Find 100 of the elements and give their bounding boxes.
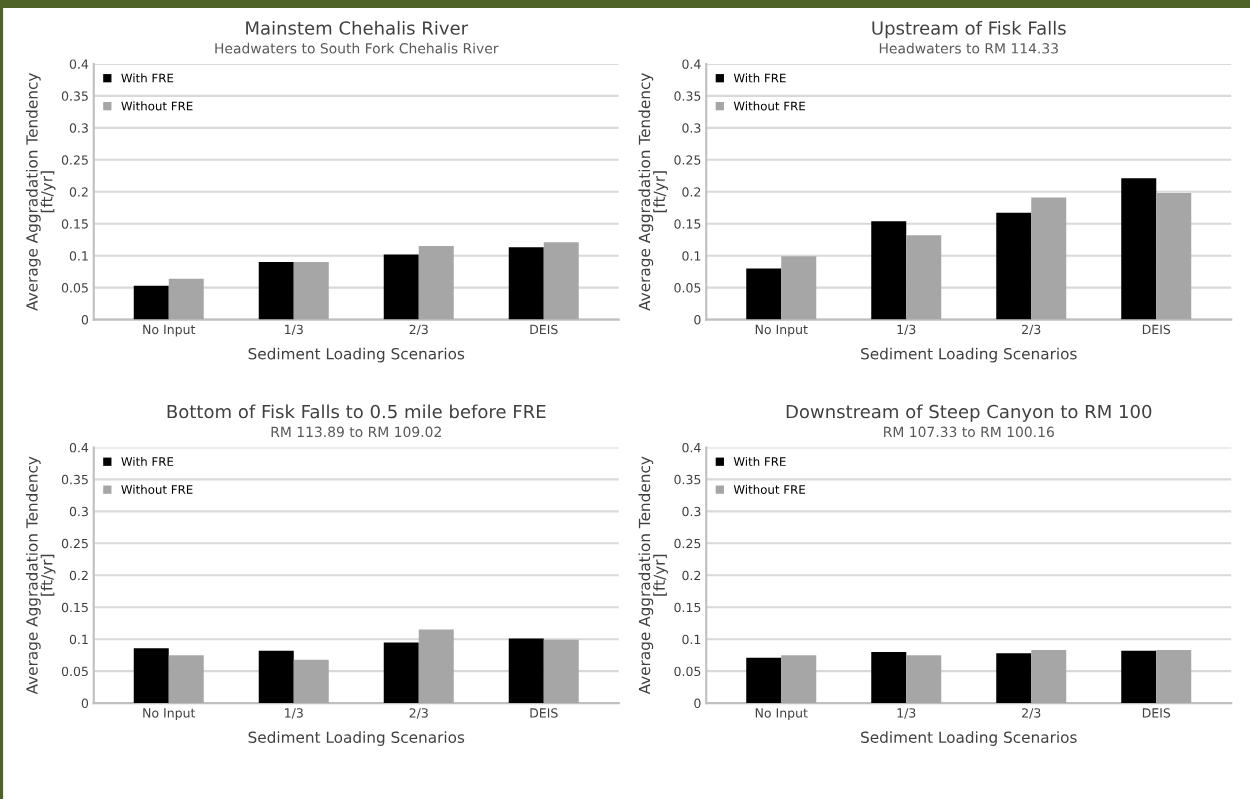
x-tick-label: DEIS: [1142, 324, 1171, 335]
x-tick-label: 2/3: [1022, 324, 1041, 336]
y-tick-label: 0.4: [69, 442, 89, 453]
y-tick-label: 0.05: [674, 666, 701, 677]
y-axis-title: Average Aggradation Tendency [ft/yr]: [25, 456, 56, 695]
x-tick-label: 1/3: [285, 708, 303, 719]
y-tick-label: 0.2: [69, 570, 88, 581]
chart-title: Downstream of Steep Canyon to RM 100: [786, 404, 1152, 422]
chart-title: Mainstem Chehalis River: [246, 20, 469, 35]
bar: [258, 262, 294, 320]
y-tick-label: 0.4: [682, 442, 701, 453]
y-tick-label: 0.2: [682, 570, 701, 581]
bar: [1031, 197, 1067, 320]
chart-title: Bottom of Fisk Falls to 0.5 mile before FRE: [167, 404, 546, 419]
y-axis-title: Average Aggradation Tendency [ft/yr]: [638, 73, 668, 311]
x-tick-label: DEIS: [1142, 708, 1171, 718]
legend-label: With FRE: [733, 456, 786, 466]
y-tick-label: 0.1: [682, 251, 701, 261]
x-tick-label: 1/3: [897, 708, 916, 719]
bar: [781, 256, 817, 320]
y-tick-label: 0.4: [682, 59, 701, 69]
bar: [418, 629, 454, 704]
x-axis-title: Sediment Loading Scenarios: [248, 731, 465, 746]
bar: [508, 638, 544, 704]
y-tick-label: 0: [81, 698, 89, 709]
y-tick-label: 0.35: [61, 91, 88, 101]
bar: [543, 639, 579, 704]
y-tick-label: 0.35: [674, 474, 701, 485]
x-tick-label: 1/3: [897, 324, 916, 336]
y-tick-label: 0.15: [674, 219, 701, 229]
y-axis-title: Average Aggradation Tendency [ft/yr]: [25, 73, 56, 311]
x-tick-label: No Input: [755, 324, 808, 337]
y-tick-label: 0.3: [69, 506, 88, 517]
y-tick-label: 0: [81, 315, 89, 325]
legend-label: With FRE: [121, 73, 174, 83]
bar: [418, 246, 454, 320]
bar: [1156, 193, 1192, 320]
y-tick-label: 0.05: [61, 283, 88, 293]
y-tick-label: 0.3: [682, 123, 701, 133]
y-tick-label: 0.25: [61, 538, 88, 549]
legend-label: Without FRE: [733, 101, 805, 111]
bar: [293, 262, 329, 320]
bar: [383, 254, 419, 320]
x-tick-label: No Input: [143, 324, 196, 337]
y-tick-label: 0.1: [69, 634, 88, 645]
bar: [293, 659, 329, 704]
y-tick-label: 0.35: [674, 91, 701, 101]
y-tick-label: 0.15: [674, 602, 701, 613]
y-tick-label: 0.1: [682, 634, 701, 645]
bar: [746, 268, 782, 320]
x-tick-label: 2/3: [1022, 708, 1041, 719]
x-tick-label: DEIS: [530, 708, 558, 718]
x-tick-label: 2/3: [409, 324, 428, 336]
chart-subtitle: RM 113.89 to RM 109.02: [271, 426, 441, 438]
y-tick-label: 0.3: [682, 506, 701, 517]
legend-label: Without FRE: [733, 484, 805, 494]
x-tick-label: No Input: [755, 708, 808, 721]
x-tick-label: No Input: [143, 708, 196, 721]
x-axis-title: Sediment Loading Scenarios: [861, 347, 1077, 363]
bar: [996, 212, 1032, 320]
x-tick-label: 2/3: [409, 708, 428, 719]
x-axis-title: Sediment Loading Scenarios: [861, 731, 1077, 746]
chart-subtitle: Headwaters to RM 114.33: [879, 42, 1058, 54]
bar: [871, 221, 907, 320]
y-tick-label: 0.15: [61, 602, 88, 613]
legend-label: Without FRE: [121, 484, 193, 494]
y-tick-label: 0.2: [682, 187, 701, 197]
bar: [168, 655, 204, 704]
x-tick-label: DEIS: [530, 324, 558, 335]
bar: [168, 278, 204, 320]
chart-subtitle: RM 107.33 to RM 100.16: [884, 426, 1054, 438]
legend-label: With FRE: [121, 456, 174, 466]
bar: [133, 648, 169, 704]
y-tick-label: 0.25: [61, 155, 88, 165]
bar: [543, 242, 579, 320]
bar: [1121, 178, 1157, 320]
y-tick-label: 0.25: [674, 538, 701, 549]
chart-subtitle: Headwaters to South Fork Chehalis River: [215, 42, 499, 54]
y-tick-label: 0.4: [69, 59, 89, 69]
bar: [258, 650, 294, 704]
bar: [383, 642, 419, 704]
y-tick-label: 0.2: [69, 187, 88, 197]
y-tick-label: 0.35: [61, 474, 88, 485]
y-tick-label: 0: [694, 315, 701, 325]
bar: [133, 285, 169, 320]
y-tick-label: 0.15: [61, 219, 88, 229]
legend-label: With FRE: [733, 73, 786, 83]
x-axis-title: Sediment Loading Scenarios: [248, 347, 465, 363]
y-tick-label: 0.25: [674, 155, 701, 165]
y-tick-label: 0: [694, 698, 701, 709]
y-tick-label: 0.3: [69, 123, 88, 133]
legend-label: Without FRE: [121, 101, 193, 111]
x-tick-label: 1/3: [285, 324, 303, 336]
y-tick-label: 0.05: [674, 283, 701, 293]
bar: [906, 235, 942, 320]
bar: [508, 247, 544, 320]
y-axis-title: Average Aggradation Tendency [ft/yr]: [638, 456, 668, 695]
y-tick-label: 0.05: [61, 666, 88, 677]
y-tick-label: 0.1: [69, 251, 88, 261]
chart-title: Upstream of Fisk Falls: [872, 20, 1066, 39]
